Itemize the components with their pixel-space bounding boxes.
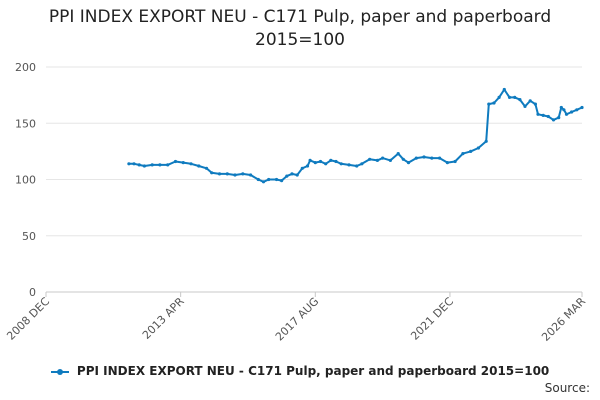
data-point-35	[347, 163, 351, 167]
data-point-31	[324, 162, 328, 166]
data-point-22	[280, 179, 284, 183]
data-point-32	[329, 158, 333, 162]
data-point-11	[204, 166, 209, 170]
data-point-27	[305, 164, 310, 168]
series-line	[128, 88, 583, 183]
data-point-57	[497, 95, 501, 99]
data-point-0	[127, 162, 131, 166]
data-point-72	[564, 112, 569, 116]
data-point-60	[513, 95, 517, 99]
data-point-3	[142, 164, 146, 168]
data-point-75	[580, 105, 584, 110]
data-point-30	[318, 159, 323, 164]
data-point-64	[533, 102, 538, 106]
data-point-1	[132, 162, 136, 166]
data-point-37	[360, 162, 364, 166]
data-point-4	[150, 163, 154, 167]
data-point-18	[256, 177, 260, 182]
data-point-53	[476, 146, 480, 150]
chart-title-line-2: 2015=100	[255, 30, 345, 50]
data-point-41	[388, 158, 392, 162]
legend[interactable]: PPI INDEX EXPORT NEU - C171 Pulp, paper …	[0, 364, 600, 378]
data-point-12	[210, 171, 214, 175]
legend-line-marker-icon	[50, 367, 69, 377]
data-point-8	[181, 161, 185, 165]
data-point-44	[406, 161, 411, 165]
data-point-67	[546, 114, 550, 119]
data-point-36	[355, 164, 359, 168]
data-point-59	[507, 95, 512, 99]
data-point-48	[438, 156, 442, 160]
data-point-55	[487, 102, 491, 106]
data-point-17	[249, 173, 253, 177]
data-point-20	[267, 177, 271, 182]
data-point-25	[295, 173, 299, 177]
y-tick-label-100: 100	[15, 174, 36, 187]
data-point-23	[285, 174, 289, 178]
data-point-14	[225, 172, 229, 176]
data-point-52	[469, 149, 473, 153]
data-point-6	[166, 163, 170, 167]
data-point-28	[308, 158, 312, 162]
data-point-47	[430, 156, 434, 160]
data-point-26	[300, 166, 304, 170]
data-point-21	[274, 177, 279, 182]
data-point-46	[422, 155, 426, 159]
x-tick-label-4: 2026 MAR	[539, 295, 588, 344]
x-tick-label-1: 2013 APR	[140, 295, 187, 342]
data-point-16	[241, 172, 245, 176]
data-point-24	[290, 172, 294, 176]
data-point-10	[197, 164, 201, 168]
y-tick-label-50: 50	[22, 230, 36, 243]
chart-title-line-1: PPI INDEX EXPORT NEU - C171 Pulp, paper …	[48, 7, 552, 27]
data-point-38	[368, 157, 372, 161]
y-tick-label-200: 200	[15, 61, 36, 74]
data-point-65	[536, 112, 540, 116]
data-point-39	[375, 158, 379, 162]
data-point-54	[484, 139, 488, 143]
data-point-5	[158, 163, 162, 167]
data-point-34	[339, 162, 343, 166]
data-point-70	[559, 105, 563, 110]
data-point-2	[137, 163, 141, 167]
x-tick-label-3: 2021 DEC	[408, 295, 456, 343]
data-point-45	[414, 156, 418, 160]
data-point-68	[551, 118, 556, 122]
data-point-29	[313, 161, 317, 165]
x-tick-label-2: 2017 AUG	[273, 295, 322, 344]
data-point-50	[453, 159, 457, 164]
data-point-49	[445, 161, 449, 165]
data-point-40	[381, 156, 385, 160]
chart-title: PPI INDEX EXPORT NEU - C171 Pulp, paper …	[0, 6, 600, 52]
data-point-51	[461, 152, 465, 156]
data-point-33	[334, 159, 338, 164]
data-point-13	[217, 172, 222, 176]
data-point-43	[401, 157, 405, 161]
data-point-7	[173, 159, 178, 164]
data-point-58	[502, 87, 506, 92]
y-tick-label-0: 0	[29, 286, 36, 299]
data-point-9	[189, 162, 193, 166]
data-point-63	[528, 99, 532, 103]
data-point-19	[261, 180, 266, 184]
data-point-73	[570, 110, 574, 114]
data-point-15	[233, 173, 237, 177]
data-point-42	[396, 152, 400, 156]
x-tick-label-0: 2008 DEC	[4, 295, 52, 343]
legend-label: PPI INDEX EXPORT NEU - C171 Pulp, paper …	[76, 364, 550, 378]
data-point-56	[492, 101, 496, 105]
y-tick-label-150: 150	[15, 117, 36, 130]
data-point-62	[523, 104, 527, 108]
data-point-71	[562, 108, 566, 112]
data-point-61	[518, 98, 522, 102]
data-point-66	[541, 113, 545, 117]
data-point-74	[575, 108, 579, 112]
data-point-69	[557, 116, 561, 120]
source-label: Source:	[544, 381, 590, 395]
